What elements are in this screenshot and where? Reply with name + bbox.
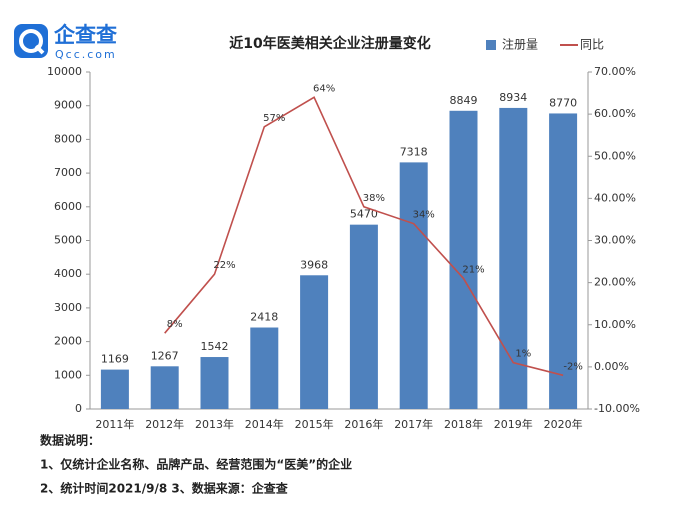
line-value-label: 1% bbox=[515, 349, 531, 360]
logo-name: 企查查 bbox=[53, 23, 117, 47]
y-tick-label: 3000 bbox=[54, 301, 82, 314]
bar-value-label: 2418 bbox=[250, 311, 278, 324]
bar-value-label: 7318 bbox=[400, 145, 428, 158]
logo-domain: Qcc.com bbox=[55, 48, 117, 61]
x-tick-label: 2020年 bbox=[544, 417, 583, 431]
x-tick-label: 2011年 bbox=[95, 417, 134, 431]
x-tick-label: 2014年 bbox=[245, 417, 284, 431]
bar bbox=[200, 357, 229, 409]
line-value-label: 22% bbox=[213, 260, 235, 271]
logo-icon-tail bbox=[34, 44, 45, 55]
note-line: 2、统计时间2021/9/8 3、数据来源：企查查 bbox=[40, 481, 289, 496]
notes-heading: 数据说明： bbox=[40, 433, 100, 448]
line-value-label: -2% bbox=[563, 361, 582, 372]
legend-label: 注册量 bbox=[502, 37, 538, 52]
bar bbox=[150, 366, 179, 409]
bar bbox=[499, 107, 528, 410]
bar bbox=[449, 110, 478, 409]
logo: 企查查 Qcc.com bbox=[14, 23, 117, 61]
bar-value-label: 8934 bbox=[499, 91, 527, 104]
y2-tick-label: 50.00% bbox=[594, 149, 636, 162]
y2-tick-label: 40.00% bbox=[594, 191, 636, 204]
line-value-label: 64% bbox=[313, 83, 335, 94]
bar bbox=[250, 327, 279, 409]
y2-tick-label: 10.00% bbox=[594, 318, 636, 331]
y2-tick-label: 20.00% bbox=[594, 276, 636, 289]
x-tick-label: 2012年 bbox=[145, 417, 184, 431]
line-value-label: 34% bbox=[413, 210, 435, 221]
y2-tick-label: 60.00% bbox=[594, 107, 636, 120]
bar bbox=[100, 369, 129, 409]
x-tick-label: 2017年 bbox=[394, 417, 433, 431]
bar-value-label: 1169 bbox=[101, 353, 129, 366]
x-tick-label: 2019年 bbox=[494, 417, 533, 431]
x-tick-label: 2018年 bbox=[444, 417, 483, 431]
line-value-label: 57% bbox=[263, 113, 285, 124]
x-tick-label: 2015年 bbox=[295, 417, 334, 431]
x-tick-label: 2016年 bbox=[344, 417, 383, 431]
bar-value-label: 3968 bbox=[300, 258, 328, 271]
line-value-label: 38% bbox=[363, 193, 385, 204]
y-tick-label: 4000 bbox=[54, 267, 82, 280]
note-line: 1、仅统计企业名称、品牌产品、经营范围为“医美”的企业 bbox=[40, 457, 352, 472]
y-tick-label: 0 bbox=[75, 402, 82, 415]
y2-tick-label: 0.00% bbox=[594, 360, 629, 373]
line-value-label: 21% bbox=[462, 264, 484, 275]
legend-swatch bbox=[486, 40, 496, 50]
bar-value-label: 1267 bbox=[151, 349, 179, 362]
x-tick-label: 2013年 bbox=[195, 417, 234, 431]
bar bbox=[399, 162, 428, 409]
y-tick-label: 6000 bbox=[54, 200, 82, 213]
y-tick-label: 2000 bbox=[54, 335, 82, 348]
bar-value-label: 5470 bbox=[350, 208, 378, 221]
line-value-label: 8% bbox=[167, 319, 183, 330]
bar bbox=[549, 113, 578, 410]
y-tick-label: 10000 bbox=[47, 65, 82, 78]
y2-tick-label: -10.00% bbox=[594, 402, 640, 415]
bar bbox=[349, 224, 378, 409]
bar-value-label: 1542 bbox=[201, 340, 229, 353]
y2-tick-label: 30.00% bbox=[594, 234, 636, 247]
bar bbox=[300, 275, 329, 409]
y-tick-label: 8000 bbox=[54, 132, 82, 145]
bar-value-label: 8849 bbox=[450, 94, 478, 107]
y-tick-label: 9000 bbox=[54, 99, 82, 112]
line bbox=[164, 96, 564, 377]
legend-label: 同比 bbox=[580, 38, 604, 52]
chart-title: 近10年医美相关企业注册量变化 bbox=[229, 35, 430, 52]
y-tick-label: 7000 bbox=[54, 166, 82, 179]
y-tick-label: 5000 bbox=[54, 234, 82, 247]
y-tick-label: 1000 bbox=[54, 368, 82, 381]
logo-icon-ring bbox=[19, 29, 43, 53]
y2-tick-label: 70.00% bbox=[594, 65, 636, 78]
bar-value-label: 8770 bbox=[549, 96, 577, 109]
